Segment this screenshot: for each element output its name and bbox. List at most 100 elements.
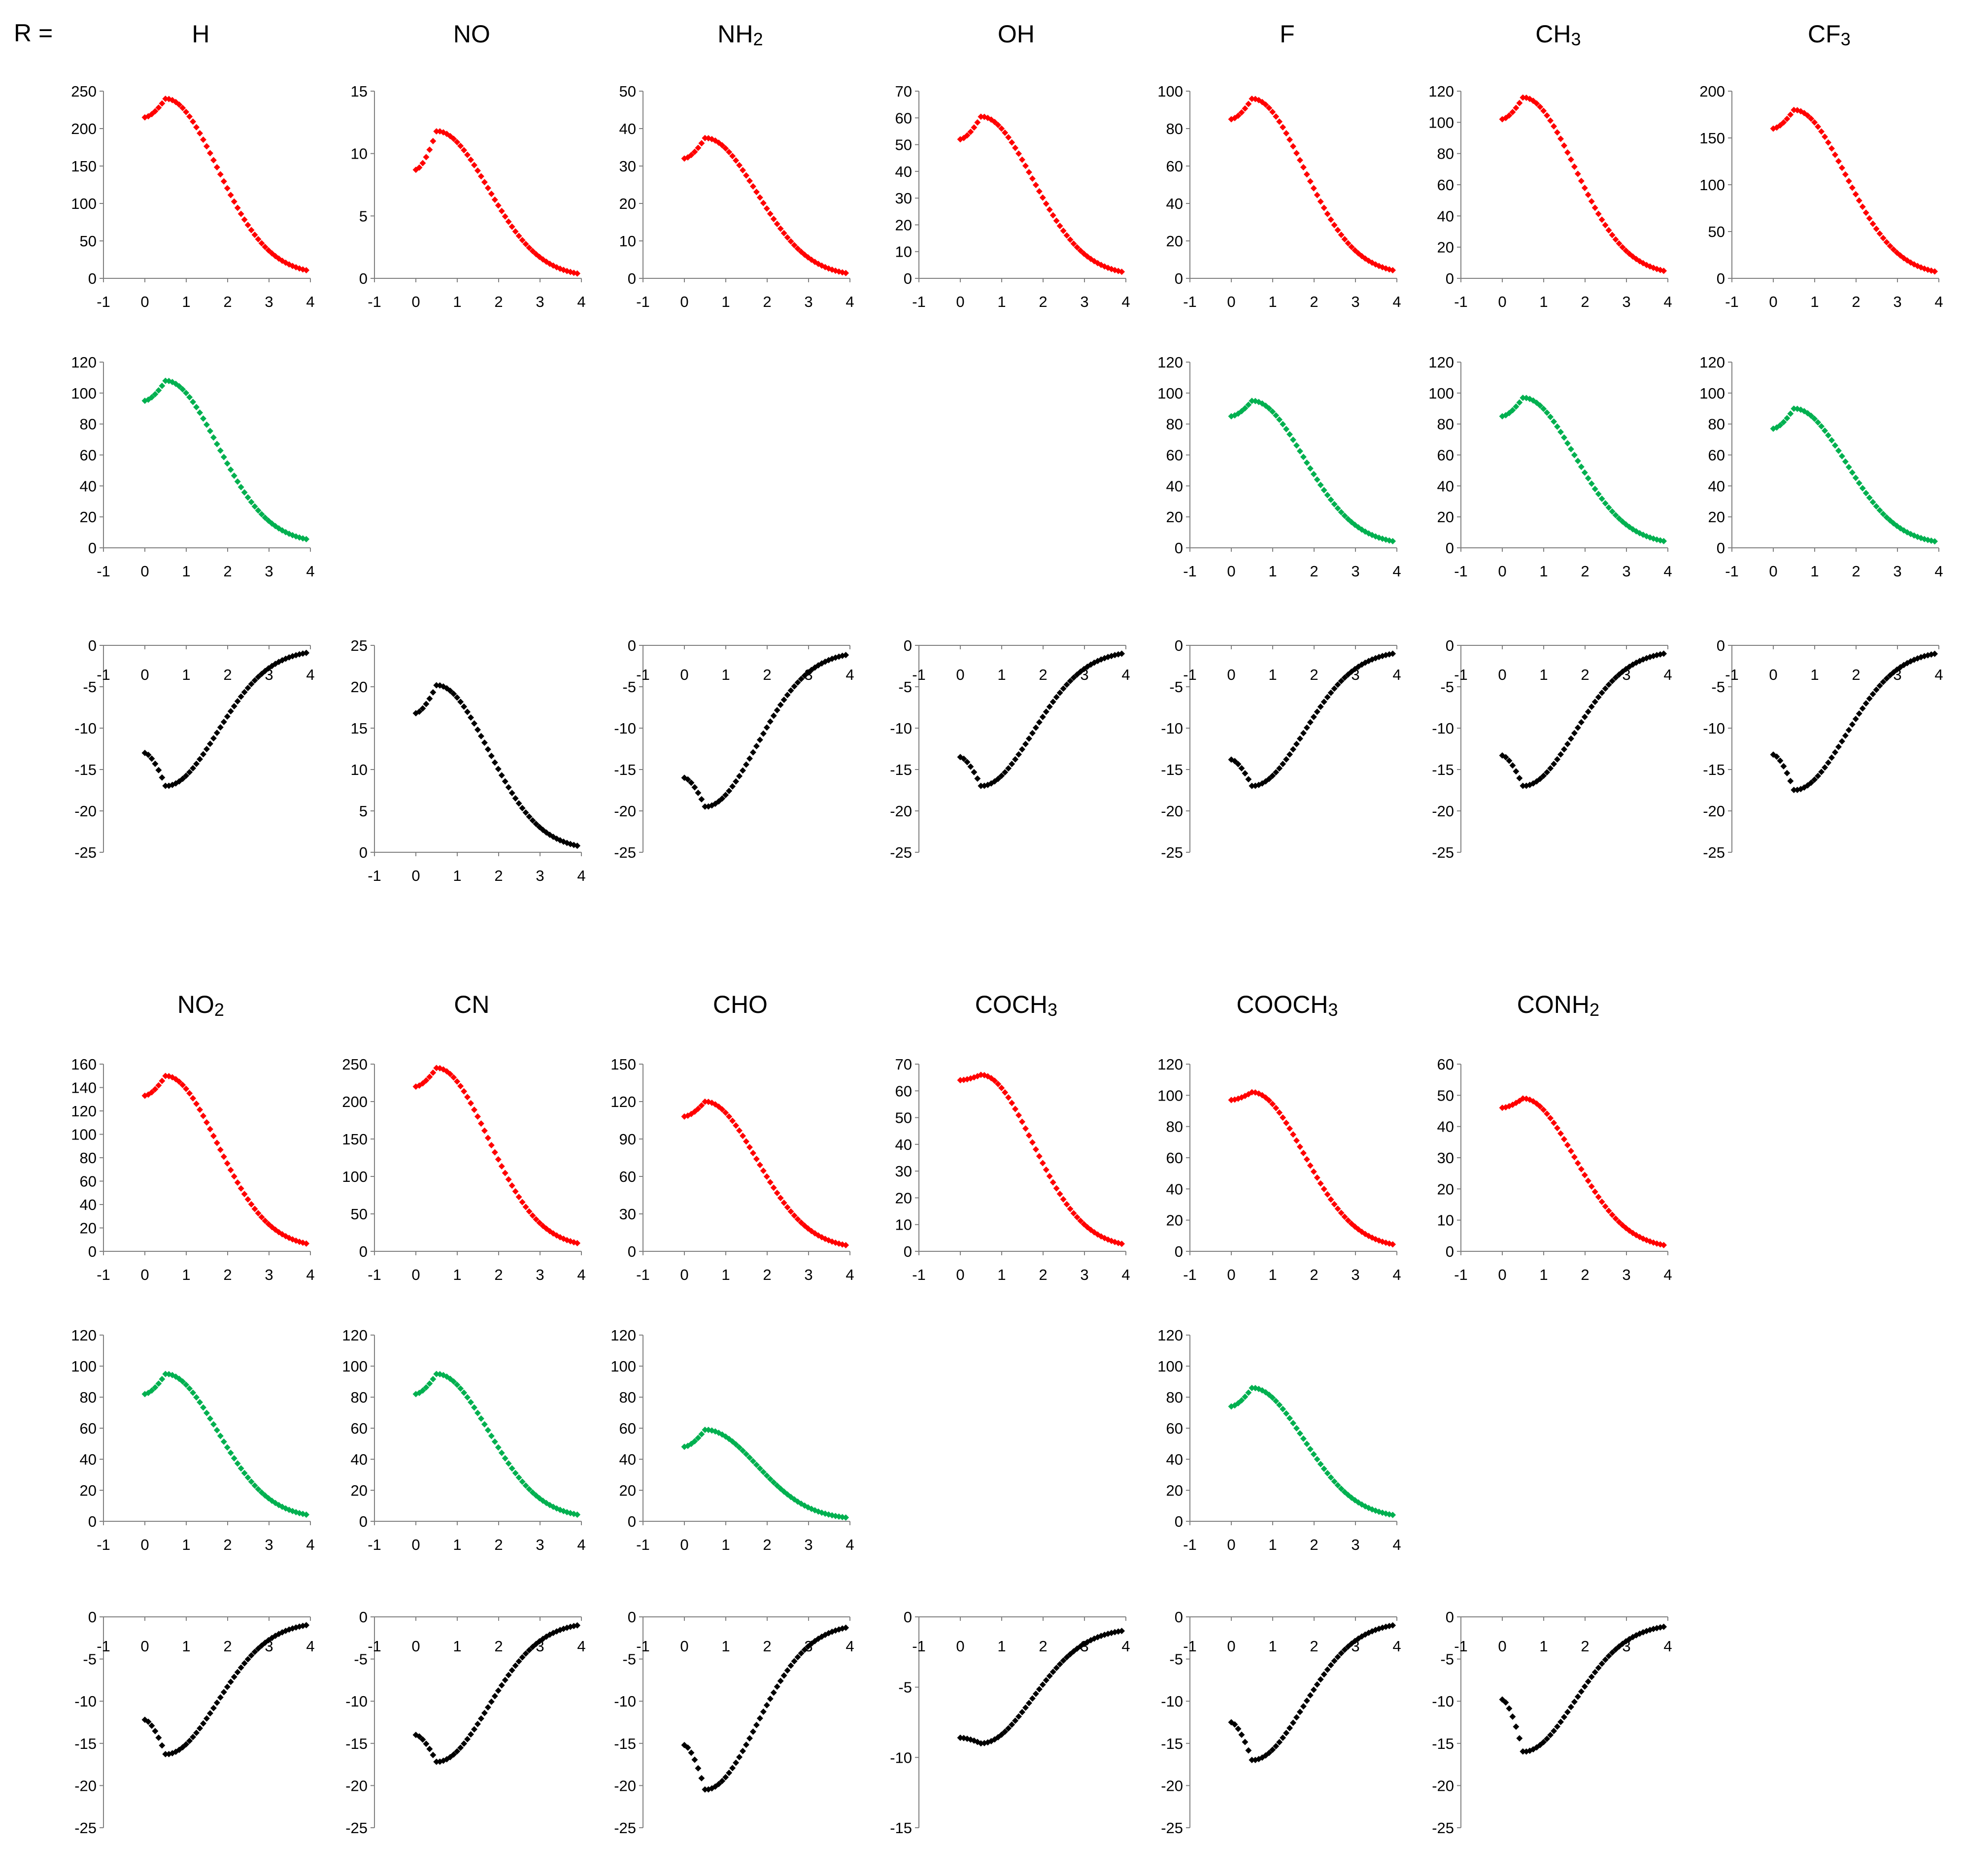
x-tick-label: 4 bbox=[306, 1536, 314, 1553]
y-tick-label: 0 bbox=[88, 270, 97, 287]
data-point bbox=[481, 1127, 488, 1134]
data-point bbox=[695, 1435, 702, 1441]
data-point bbox=[1238, 1397, 1245, 1404]
data-point bbox=[179, 386, 186, 393]
column-header-subscript: 3 bbox=[1571, 29, 1581, 49]
data-point bbox=[1787, 777, 1794, 784]
data-point bbox=[770, 712, 777, 719]
data-point bbox=[1056, 223, 1063, 230]
data-point bbox=[1331, 1201, 1338, 1207]
y-tick-label: -10 bbox=[1703, 720, 1725, 737]
y-tick-label: -25 bbox=[345, 1819, 368, 1837]
y-tick-label: -15 bbox=[1161, 1735, 1183, 1752]
data-point bbox=[1070, 674, 1077, 681]
data-point bbox=[1571, 163, 1578, 170]
data-point bbox=[719, 142, 726, 149]
data-point bbox=[1845, 727, 1852, 734]
data-point bbox=[1266, 104, 1273, 111]
data-point bbox=[1338, 509, 1345, 516]
data-point bbox=[1015, 751, 1022, 758]
data-point bbox=[430, 1751, 437, 1758]
y-tick-label: 50 bbox=[1437, 1087, 1454, 1104]
data-point bbox=[1616, 240, 1623, 247]
data-point bbox=[691, 1756, 698, 1763]
y-tick-label: -5 bbox=[622, 678, 636, 696]
y-tick-label: 250 bbox=[71, 83, 97, 100]
y-tick-label: 120 bbox=[71, 354, 97, 371]
data-point bbox=[1269, 772, 1276, 779]
y-tick-label: -5 bbox=[1440, 678, 1454, 696]
data-point bbox=[1574, 1693, 1581, 1700]
y-tick-label: 5 bbox=[359, 207, 368, 225]
y-tick-label: 60 bbox=[1166, 447, 1183, 464]
x-tick-label: 2 bbox=[1039, 1266, 1047, 1283]
data-point bbox=[722, 1109, 729, 1116]
data-point bbox=[1513, 768, 1520, 775]
data-point bbox=[1866, 695, 1873, 702]
data-point bbox=[1619, 244, 1626, 251]
data-point bbox=[155, 1082, 162, 1089]
data-point bbox=[162, 377, 169, 384]
data-point bbox=[733, 1759, 740, 1766]
data-point bbox=[1327, 496, 1334, 503]
data-point bbox=[213, 1139, 220, 1146]
y-tick-label: 80 bbox=[1166, 416, 1183, 433]
column-header-base: COOCH bbox=[1236, 991, 1328, 1018]
column-header-f: F bbox=[1280, 20, 1295, 48]
y-tick-label: -20 bbox=[1432, 1777, 1454, 1794]
data-point bbox=[1852, 715, 1859, 722]
data-point bbox=[234, 1669, 241, 1675]
x-tick-label: 4 bbox=[306, 1638, 314, 1655]
x-tick-label: 2 bbox=[494, 1638, 503, 1655]
data-point bbox=[1567, 735, 1574, 742]
x-tick-label: 1 bbox=[1539, 666, 1548, 683]
chart-cf3-black: 0-5-10-15-20-25-1 0 1 2 3 4 bbox=[1703, 637, 1943, 861]
data-point bbox=[227, 708, 234, 715]
data-point bbox=[1602, 1203, 1609, 1210]
x-tick-label: 0 bbox=[1769, 666, 1777, 683]
x-tick-label: 2 bbox=[494, 1536, 503, 1553]
y-tick-label: -10 bbox=[890, 720, 912, 737]
x-tick-label: 1 bbox=[453, 1266, 461, 1283]
data-point bbox=[767, 1179, 774, 1186]
data-point bbox=[1612, 674, 1619, 681]
y-tick-label: 60 bbox=[80, 1420, 97, 1437]
data-point bbox=[1808, 412, 1815, 419]
data-point bbox=[498, 1449, 505, 1456]
chart-ch3-black: 0-5-10-15-20-25-1 0 1 2 3 4 bbox=[1432, 637, 1672, 861]
data-point bbox=[454, 138, 461, 145]
y-tick-label: -25 bbox=[74, 1819, 97, 1837]
x-tick-label: 4 bbox=[1934, 563, 1943, 580]
data-point bbox=[1509, 1713, 1516, 1720]
data-point bbox=[1595, 1194, 1602, 1201]
data-point bbox=[1324, 210, 1331, 217]
data-point bbox=[1581, 469, 1588, 476]
data-point bbox=[791, 1658, 798, 1665]
data-point bbox=[978, 113, 984, 120]
y-tick-label: 40 bbox=[1166, 1451, 1183, 1468]
x-tick-label: 0 bbox=[956, 1638, 964, 1655]
data-point bbox=[1862, 209, 1869, 216]
data-point bbox=[1005, 134, 1012, 141]
data-point bbox=[1273, 769, 1280, 776]
data-point bbox=[1866, 215, 1873, 222]
y-tick-label: -5 bbox=[83, 678, 97, 696]
y-tick-label: 100 bbox=[71, 385, 97, 402]
data-point bbox=[1070, 1210, 1077, 1217]
data-point bbox=[477, 1715, 484, 1722]
data-point bbox=[1005, 1094, 1012, 1101]
data-point bbox=[213, 440, 220, 447]
data-point bbox=[1540, 405, 1547, 412]
data-point bbox=[237, 1664, 244, 1671]
data-point bbox=[505, 1460, 512, 1467]
data-point bbox=[423, 701, 430, 707]
data-point bbox=[231, 472, 237, 479]
data-point bbox=[1036, 1153, 1043, 1160]
x-tick-label: 4 bbox=[577, 867, 585, 884]
data-point bbox=[1036, 188, 1043, 195]
data-point bbox=[197, 409, 203, 416]
y-tick-label: 0 bbox=[1175, 1608, 1183, 1626]
data-point bbox=[1043, 200, 1049, 207]
